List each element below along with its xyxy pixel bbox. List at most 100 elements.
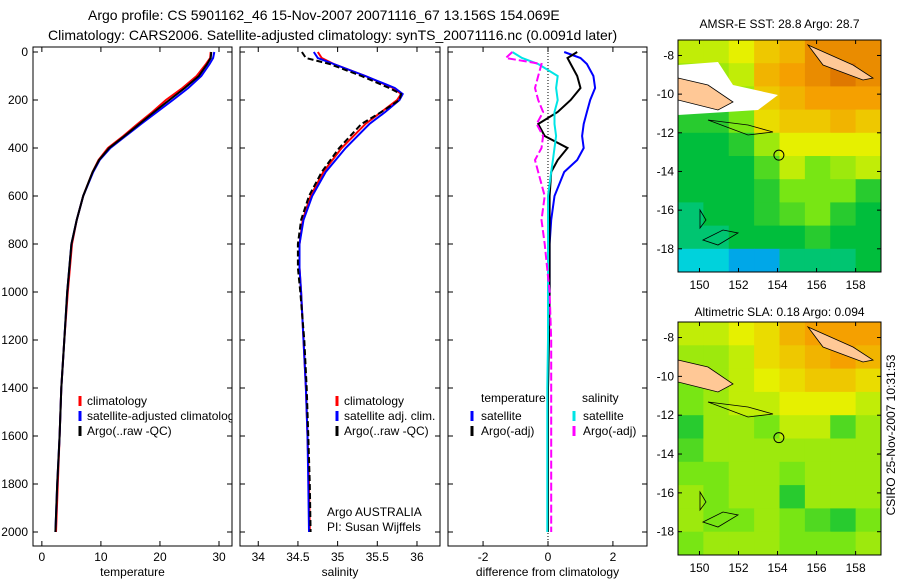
x-axis-label: salinity: [322, 565, 359, 579]
map-y-tick-label: -8: [663, 48, 674, 62]
map-y-tick-label: -8: [663, 331, 674, 345]
map-cell: [703, 225, 730, 250]
legend-label: satellite: [583, 409, 624, 423]
map-cell: [754, 391, 780, 416]
map-cell: [804, 345, 831, 370]
coastline-coral-sea-reefs: [699, 208, 740, 246]
map-cell: [855, 179, 882, 203]
x-tick-label: 0: [545, 550, 552, 564]
map-cell: [779, 109, 806, 134]
map-cell: [728, 202, 755, 227]
map-cell: [855, 109, 882, 134]
map-cell: [804, 63, 831, 87]
map-cell: [754, 345, 780, 370]
map-cell: [779, 391, 806, 416]
map-cell: [830, 132, 857, 157]
profile-plots: 0 10 20 30temperature0200400600800100012001…: [1, 45, 648, 579]
map-cell: [830, 156, 857, 180]
map-cell: [779, 40, 806, 64]
x-tick-label: 34: [252, 550, 266, 564]
map-panel-0: AMSR-E SST: 28.8 Argo: 28.7 150 152 154 156 1…: [657, 17, 882, 292]
series-line-climatology: [298, 51, 403, 533]
map-cell: [754, 132, 780, 157]
map-title: AMSR-E SST: 28.8 Argo: 28.7: [699, 17, 859, 31]
x-tick-label: 36: [410, 550, 424, 564]
map-cell: [678, 461, 704, 486]
map-cell: [804, 86, 831, 111]
plot-frame: [32, 46, 233, 547]
map-x-tick-label: 150: [689, 561, 709, 575]
map-cell: [678, 179, 704, 203]
map-cell: [779, 368, 806, 393]
y-tick-label: 1400: [1, 381, 28, 395]
map-cell: [728, 109, 755, 134]
map-cell: [830, 368, 857, 393]
map-cell: [804, 461, 831, 486]
map-y-tick-label: -12: [657, 126, 675, 140]
map-cell: [804, 156, 831, 180]
map-cell: [779, 225, 806, 250]
map-cell: [779, 86, 806, 111]
map-cell: [754, 156, 780, 180]
map-frame: [677, 39, 882, 273]
y-tick-label: 1000: [1, 285, 28, 299]
x-tick-label: 35.5: [366, 550, 390, 564]
map-cell: [728, 368, 755, 393]
x-tick-label: 30: [212, 550, 226, 564]
land-solomon-islands: [806, 326, 875, 363]
map-cell: [728, 531, 755, 556]
legend-label: satellite: [481, 409, 522, 423]
map-cell: [728, 40, 755, 64]
map-cell: [804, 109, 831, 134]
series-line-salinity-satellite: [511, 51, 559, 532]
series-line-argo-raw-qc-: [54, 51, 213, 533]
map-cell: [779, 63, 806, 87]
map-cell: [728, 63, 755, 87]
coastline-coral-sea-reefs: [699, 490, 740, 528]
map-cell: [754, 531, 780, 556]
map-x-tick-label: 158: [846, 278, 866, 292]
coastline-islands: [707, 401, 774, 418]
map-cell: [779, 485, 806, 509]
map-y-tick-label: -18: [657, 525, 675, 539]
map-cell: [804, 132, 831, 157]
map-cell: [804, 225, 831, 250]
y-tick-label: 1600: [1, 429, 28, 443]
map-cell: [830, 202, 857, 227]
argo-position-marker: [773, 432, 785, 444]
map-cell: [779, 415, 806, 439]
map-panel-1: Altimetric SLA: 0.18 Argo: 0.094 150 152 15…: [657, 305, 882, 575]
map-cell: [779, 345, 806, 370]
profile-panel-0: 0 10 20 30 temperature 0 200 400 600 800 1000 1200 1…: [1, 45, 233, 579]
map-cell: [703, 415, 730, 439]
map-cell: [830, 248, 857, 273]
map-cell: [855, 531, 882, 556]
map-cell: [855, 391, 882, 416]
map-cell: [830, 485, 857, 509]
map-cell: [779, 531, 806, 556]
map-cell: [855, 132, 882, 157]
map-cell: [855, 415, 882, 439]
map-cell: [830, 415, 857, 439]
legend-label: Argo(-adj): [583, 424, 636, 438]
map-cell: [678, 508, 704, 533]
map-x-tick-label: 156: [807, 278, 827, 292]
map-cell: [855, 40, 882, 64]
map-cell: [678, 391, 704, 416]
map-cell: [804, 202, 831, 227]
map-cell: [703, 485, 730, 509]
legend-label: Argo(..raw -QC): [344, 424, 429, 438]
map-cell: [855, 508, 882, 533]
side-stamp: CSIRO 25-Nov-2007 10:31:53: [884, 354, 898, 515]
map-cell: [678, 156, 704, 180]
land-solomon-islands: [806, 44, 875, 81]
map-cell: [779, 508, 806, 533]
map-cell: [703, 508, 730, 533]
map-cell: [830, 391, 857, 416]
map-cell: [830, 438, 857, 463]
map-cell: [678, 109, 704, 134]
